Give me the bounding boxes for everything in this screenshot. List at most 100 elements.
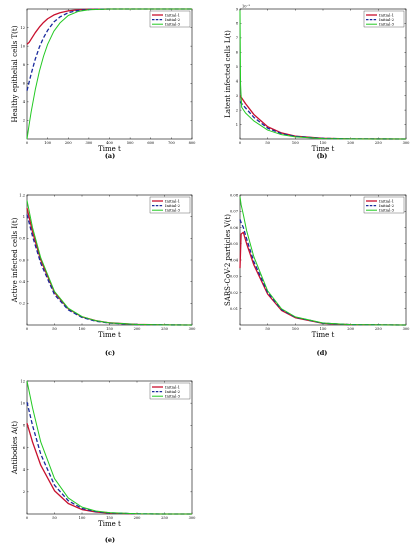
x-tick-label: 200 [134,327,142,331]
chart-panel-c: 0 50 100 150 200 250 300 0.2 0.4 0.6 0.8 1 1.2 Initia… [11,193,196,357]
x-tick-label: 100 [79,516,87,520]
x-tick-label: 0 [26,516,29,520]
x-tick-label: 150 [106,327,114,331]
x-tick-label: 100 [292,327,300,331]
legend-entry: Initial-2 [165,389,181,394]
y-tick-label: 0.05 [230,242,239,246]
y-axis-exponent: 10⁻³ [242,5,250,9]
x-tick-label: 400 [106,141,114,145]
x-tick-label: 0 [239,327,242,331]
x-tick-label: 250 [375,327,383,331]
x-tick-label: 300 [403,141,411,145]
x-tick-label: 300 [189,516,197,520]
x-tick-label: 500 [127,141,135,145]
y-tick-label: 0.08 [230,193,239,197]
plot-frame [239,8,407,140]
chart-panel-a: 0 100 200 300 400 500 600 700 800 2 4 6 8 10 12 Initial… [11,8,197,160]
y-axis-label: Latent infected cells L(t) [224,30,232,118]
series-line-initial-2 [239,219,407,326]
y-tick-label: 0.02 [230,291,238,295]
y-tick-label: 2 [23,490,25,494]
x-tick-label: 150 [106,516,114,520]
y-tick-label: 10 [20,44,25,48]
chart-panel-d: 0 50 100 150 200 250 300 0.01 0.02 0.03 0.04 0.05 0.… [224,193,410,357]
x-tick-label: 250 [375,141,383,145]
y-tick-label: 0.6 [19,258,25,262]
series-line-initial-1 [239,231,407,326]
x-tick-label: 200 [347,327,355,331]
y-tick-label: 1.2 [19,193,25,197]
panel-caption: (b) [317,152,328,160]
x-tick-label: 150 [320,327,328,331]
y-tick-label: 10 [20,401,25,405]
series-line-initial-1 [239,95,407,140]
x-tick-label: 300 [403,327,411,331]
x-tick-label: 0 [26,141,29,145]
y-tick-label: 0.4 [19,280,25,284]
series-line-initial-3 [239,10,407,140]
y-axis-label: Active infected cells I(t) [11,217,19,303]
y-axis-label: Antibodies A(t) [11,421,19,476]
x-tick-label: 50 [265,141,270,145]
x-tick-label: 100 [292,141,300,145]
y-tick-label: 0.8 [19,237,25,241]
x-tick-label: 700 [168,141,176,145]
x-tick-label: 50 [52,327,57,331]
x-tick-label: 50 [265,327,270,331]
y-tick-label: 1 [236,123,238,127]
legend-entry: Initial-1 [165,198,180,203]
legend-entry: Initial-3 [379,208,395,213]
series-line-initial-2 [239,101,407,140]
legend-entry: Initial-2 [165,203,181,208]
x-axis-label: Time t [312,145,335,153]
series-line-initial-3 [26,380,192,515]
x-axis-label: Time t [312,331,335,339]
x-tick-label: 200 [134,516,142,520]
legend-entry: Initial-2 [379,17,395,22]
legend-entry: Initial-1 [379,12,394,17]
y-tick-label: 5 [236,65,239,69]
y-tick-label: 6 [23,446,26,450]
y-tick-label: 8 [236,22,239,26]
y-tick-label: 0.03 [230,275,239,279]
legend-entry: Initial-2 [379,203,395,208]
x-tick-label: 200 [347,141,355,145]
y-tick-label: 0.04 [230,258,239,262]
series-line-initial-1 [26,422,192,515]
y-tick-label: 0.06 [230,226,239,230]
y-tick-label: 8 [23,424,26,428]
y-tick-label: 12 [20,379,25,383]
y-tick-label: 3 [236,94,239,98]
series-line-initial-3 [239,196,407,326]
panel-caption: (c) [105,349,115,357]
y-tick-label: 1 [23,215,25,219]
y-tick-label: 0.01 [230,307,238,311]
x-tick-label: 250 [161,516,169,520]
y-axis-label: SARS-CoV-2 particles V(t) [224,214,232,306]
legend-entry: Initial-1 [165,12,180,17]
plot-frame [26,380,193,515]
series-line-initial-3 [26,8,192,140]
panel-caption: (e) [105,536,115,544]
plot-frame [26,194,193,326]
legend-entry: Initial-1 [165,384,180,389]
y-tick-label: 4 [23,468,26,472]
series-line-initial-3 [26,200,193,326]
legend-entry: Initial-2 [165,17,181,22]
x-tick-label: 800 [189,141,197,145]
panel-caption: (a) [105,152,115,160]
y-tick-label: 7 [236,36,239,40]
y-tick-label: 4 [23,100,26,104]
x-tick-label: 150 [320,141,328,145]
series-line-initial-2 [26,401,192,515]
legend-entry: Initial-3 [165,208,181,213]
legend-entry: Initial-3 [165,394,181,399]
y-tick-label: 0.07 [230,210,239,214]
chart-panel-e: 0 50 100 150 200 250 30024681012Initial-1Initi… [11,379,196,544]
x-tick-label: 100 [79,327,87,331]
x-tick-label: 100 [44,141,52,145]
